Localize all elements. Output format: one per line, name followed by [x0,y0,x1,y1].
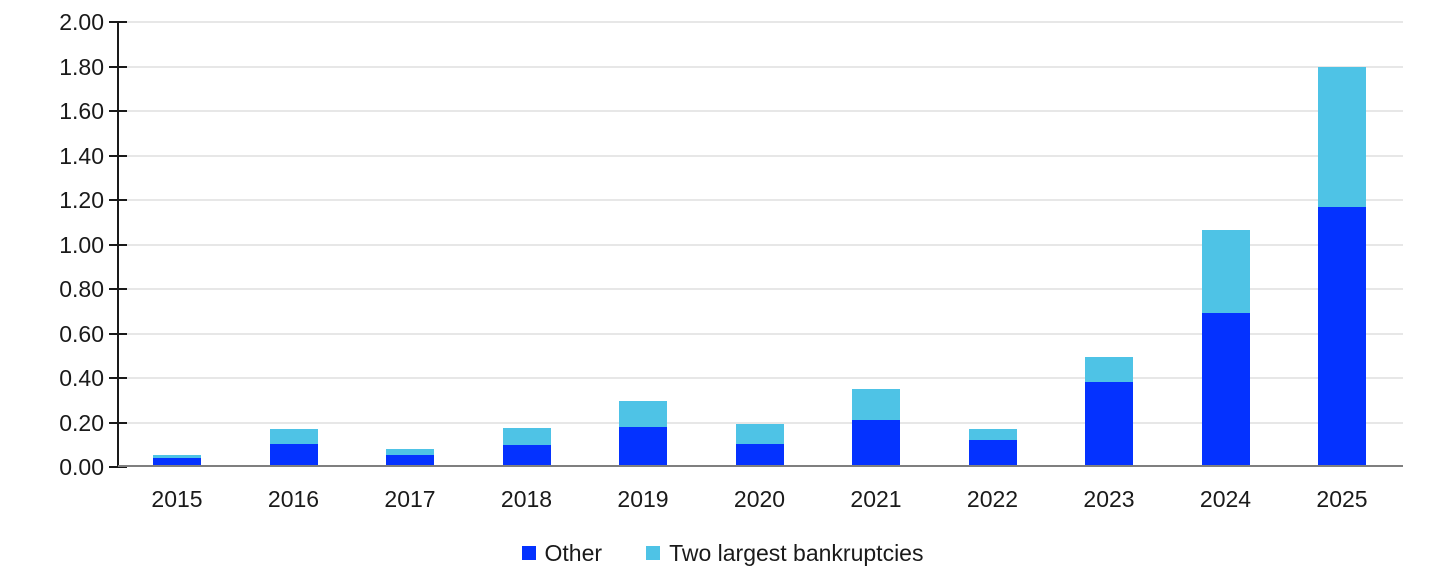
legend-swatch-icon [521,546,536,560]
bar-segment-other-2025 [1318,206,1366,467]
bar-segment-two-largest-bankruptcies-2015 [153,454,201,459]
gridline [118,421,1403,424]
gridline [118,65,1403,68]
bar-segment-other-2017 [386,454,434,467]
x-tick-label: 2023 [1083,486,1135,512]
gridline [118,377,1403,379]
gridline [118,243,1403,246]
y-tick-label: 1.20 [59,187,104,213]
x-tick-label: 2016 [267,486,320,512]
x-tick-label: 2020 [733,486,786,512]
x-axis-baseline [118,465,1403,467]
gridline [118,21,1403,23]
x-tick-label: 2017 [384,486,436,512]
bar-segment-two-largest-bankruptcies-2025 [1318,66,1366,207]
x-tick-label: 2025 [1316,486,1368,512]
y-tick-label: 0.80 [59,276,104,302]
y-tick-label: 1.40 [59,142,104,169]
bar-segment-two-largest-bankruptcies-2016 [269,429,318,444]
y-tick-label: 0.60 [59,320,104,347]
y-tick-label: 1.00 [59,231,104,258]
bar-segment-two-largest-bankruptcies-2018 [502,428,551,445]
x-tick-label: 2022 [966,486,1019,512]
x-tick-label: 2019 [617,486,669,512]
gridline [118,199,1403,201]
bar-segment-other-2018 [502,444,551,467]
y-tick-label: 0.40 [59,365,104,391]
y-axis-line [117,22,119,468]
legend: Other Two largest bankruptcies [0,540,1445,566]
legend-item: Other [521,540,603,566]
bar-segment-other-2021 [852,420,900,467]
y-tick-label: 1.80 [59,53,104,80]
x-axis-labels: 2015 2016 2017 2018 2019 2020 2021 2022 2023 2024… [118,486,1403,514]
bar-segment-other-2016 [269,443,318,467]
legend-label: Two largest bankruptcies [669,540,924,566]
bar-segment-other-2019 [619,426,667,467]
plot-area [109,21,1403,468]
bar-segment-two-largest-bankruptcies-2019 [619,401,667,427]
y-tick-label: 1.60 [59,98,104,124]
x-tick-label: 2024 [1199,486,1252,512]
gridline [118,154,1403,157]
gridline [118,110,1403,112]
y-tick-label: 2.00 [59,9,104,35]
x-tick-label: 2018 [500,486,553,512]
legend-label: Other [544,540,603,566]
y-axis-labels: 0.00 0.20 0.40 0.60 0.80 1.00 1.20 1.40 1.60 1.80… [0,0,104,581]
bar-segment-other-2024 [1201,313,1250,467]
bar-segment-other-2023 [1085,382,1133,467]
bar-segment-other-2020 [735,443,784,467]
y-tick-label: 0.00 [59,454,104,480]
bar-segment-two-largest-bankruptcies-2022 [968,429,1017,441]
legend-swatch-icon [646,546,661,560]
bar-segment-two-largest-bankruptcies-2020 [735,423,784,444]
bar-segment-two-largest-bankruptcies-2023 [1085,356,1133,383]
gridline [118,332,1403,335]
legend-item: Two largest bankruptcies [646,540,923,566]
bar-segment-other-2022 [968,440,1017,467]
x-tick-label: 2015 [151,486,203,512]
gridline [118,288,1403,290]
bar-segment-two-largest-bankruptcies-2017 [386,449,434,455]
bar-segment-two-largest-bankruptcies-2021 [852,389,900,421]
y-tick-label: 0.20 [59,409,104,436]
bar-segment-other-2015 [153,458,201,467]
bar-segment-two-largest-bankruptcies-2024 [1201,230,1250,314]
x-tick-label: 2021 [850,486,902,512]
